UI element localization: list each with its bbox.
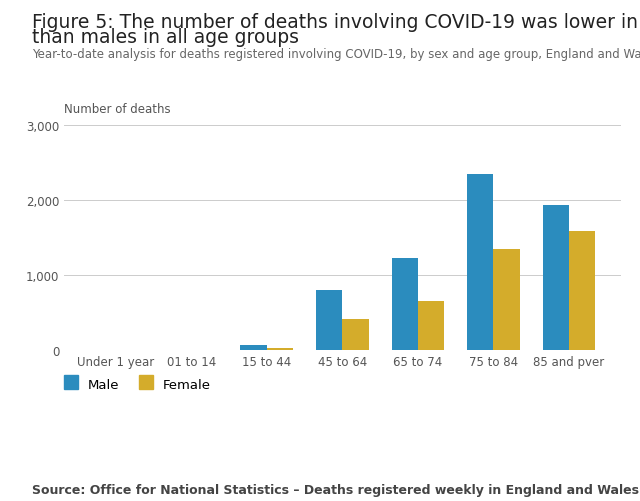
Bar bbox=[392, 259, 418, 351]
Text: Number of deaths: Number of deaths bbox=[64, 103, 171, 116]
Bar bbox=[543, 205, 569, 351]
Bar bbox=[418, 302, 444, 351]
Bar bbox=[342, 319, 369, 351]
Text: Figure 5: The number of deaths involving COVID-19 was lower in females: Figure 5: The number of deaths involving… bbox=[32, 13, 640, 32]
Bar bbox=[493, 250, 520, 351]
Text: than males in all age groups: than males in all age groups bbox=[32, 28, 299, 47]
Bar bbox=[267, 349, 293, 351]
Text: Source: Office for National Statistics – Deaths registered weekly in England and: Source: Office for National Statistics –… bbox=[32, 483, 639, 496]
Legend: Male, Female: Male, Female bbox=[64, 377, 211, 391]
Bar bbox=[467, 175, 493, 351]
Bar bbox=[569, 232, 595, 351]
Bar bbox=[316, 291, 342, 351]
Bar bbox=[241, 346, 267, 351]
Text: Year-to-date analysis for deaths registered involving COVID-19, by sex and age g: Year-to-date analysis for deaths registe… bbox=[32, 48, 640, 61]
